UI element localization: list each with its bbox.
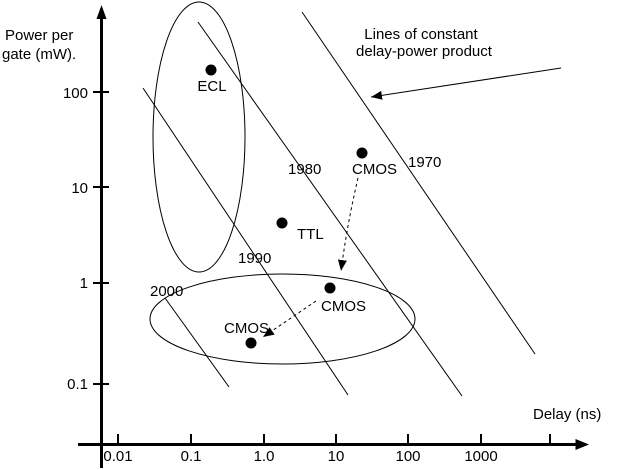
line-label-1990: 1990 <box>238 250 271 267</box>
data-point-ttl <box>276 217 288 229</box>
point-label-cmos-mid: CMOS <box>321 298 366 315</box>
point-label-cmos-1970s: CMOS <box>352 161 397 178</box>
annotation-line2: delay-power product <box>356 43 493 60</box>
data-point-ecl <box>205 64 217 76</box>
x-tick-label-10: 10 <box>328 448 345 465</box>
point-label-cmos-2000s: CMOS <box>224 320 269 337</box>
trend-arrow-cmos-1970-to-mid <box>337 177 359 272</box>
y-axis-arrowhead-icon <box>96 5 107 19</box>
x-axis-arrowhead-icon <box>575 439 589 450</box>
constant-product-line-1990 <box>142 87 349 396</box>
annotation-line1: Lines of constant <box>364 26 478 43</box>
line-label-2000: 2000 <box>150 283 183 300</box>
ecl-group-ellipse <box>152 1 246 273</box>
y-axis-title-line2: gate (mW). <box>2 46 76 63</box>
x-tick-label-100: 100 <box>395 448 420 465</box>
y-tick-label-100: 100 <box>63 85 88 102</box>
annotation-arrow <box>370 67 562 100</box>
trend-arrow-cmos-mid-to-2000 <box>262 300 317 338</box>
constant-product-line-1970 <box>301 11 536 355</box>
y-tick-label-10: 10 <box>71 180 88 197</box>
data-point-cmos-2000s <box>245 337 257 349</box>
x-tick-label-1: 1.0 <box>254 448 275 465</box>
cmos-group-ellipse <box>149 273 416 365</box>
point-label-ttl: TTL <box>297 226 324 243</box>
x-tick-label-0p1: 0.1 <box>181 448 202 465</box>
x-axis-title: Delay (ns) <box>533 406 601 423</box>
y-axis-title-line1: Power per <box>5 27 73 44</box>
data-point-cmos-1970s <box>356 147 368 159</box>
constant-product-line-1980 <box>197 21 463 397</box>
x-tick-label-1000: 1000 <box>464 448 497 465</box>
line-label-1970: 1970 <box>408 154 441 171</box>
data-point-cmos-mid <box>324 282 336 294</box>
y-tick-label-0p1: 0.1 <box>67 376 88 393</box>
x-tick-label-0p01: 0.01 <box>103 448 132 465</box>
point-label-ecl: ECL <box>197 78 226 95</box>
line-label-1980: 1980 <box>288 161 321 178</box>
constant-product-line-2000 <box>164 297 230 388</box>
y-tick-label-1: 1 <box>80 275 88 292</box>
